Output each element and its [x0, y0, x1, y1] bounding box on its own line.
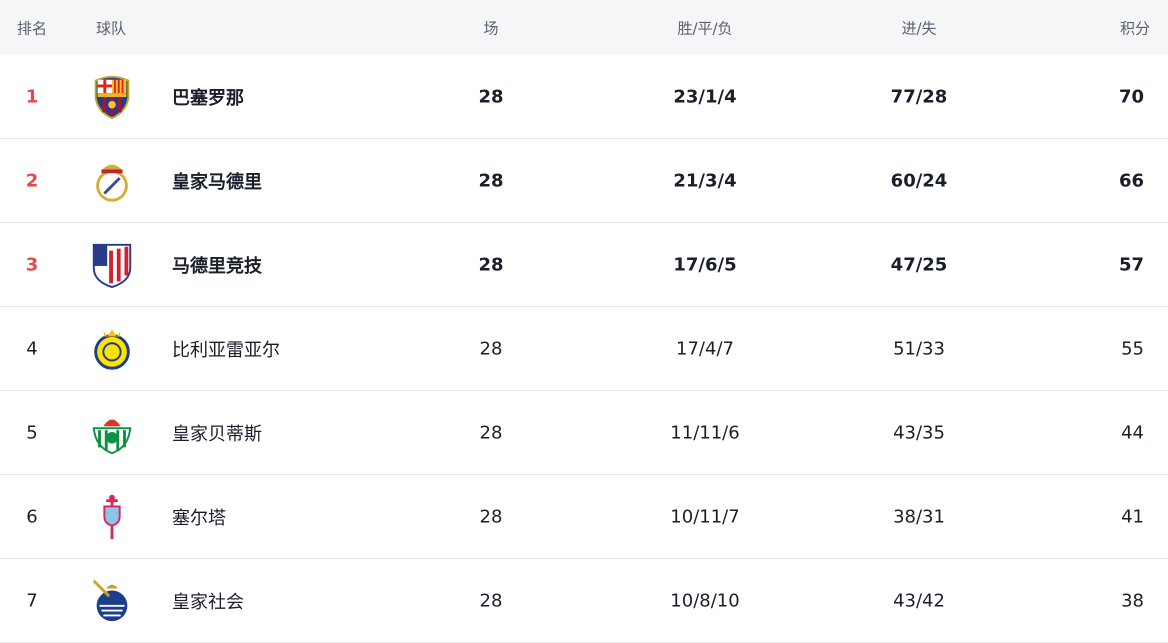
table-row[interactable]: 7 皇家社会 28 10/8/10 43/42 38 [0, 559, 1168, 643]
real-sociedad-crest-icon [92, 579, 128, 621]
celta-crest-icon [103, 494, 121, 539]
win-draw-loss: 10/8/10 [670, 590, 740, 611]
header-team: 球队 [96, 19, 127, 37]
table-row[interactable]: 1 巴塞罗那 28 23/1/4 77/28 70 [0, 55, 1168, 139]
betis-crest-icon [92, 419, 132, 454]
goals-for-against: 43/42 [893, 590, 945, 611]
win-draw-loss: 23/1/4 [673, 86, 737, 107]
table-row[interactable]: 6 塞尔塔 28 10/11/7 38/31 41 [0, 475, 1168, 559]
rank: 2 [25, 170, 39, 191]
header-rank: 排名 [16, 19, 48, 37]
table-row[interactable]: 3 马德里竞技 28 17/6/5 47/25 57 [0, 223, 1168, 307]
points: 55 [1121, 338, 1144, 359]
rank: 5 [26, 422, 38, 443]
header-played: 场 [483, 19, 499, 37]
points: 66 [1118, 170, 1144, 191]
points: 44 [1121, 422, 1144, 443]
table-row[interactable]: 2 皇家马德里 28 21/3/4 60/24 66 [0, 139, 1168, 223]
team-name[interactable]: 皇家马德里 [172, 171, 262, 193]
header-goals: 进/失 [901, 19, 937, 37]
goals-for-against: 77/28 [890, 86, 948, 107]
table-header: 排名 球队 场 胜/平/负 进/失 积分 [0, 0, 1168, 55]
rank: 7 [26, 590, 38, 611]
rank: 6 [26, 506, 38, 527]
table-row[interactable]: 4 比利亚雷亚尔 28 17/4/7 51/33 55 [0, 307, 1168, 391]
points: 57 [1118, 254, 1144, 275]
goals-for-against: 51/33 [893, 338, 945, 359]
win-draw-loss: 11/11/6 [670, 422, 740, 443]
team-name[interactable]: 巴塞罗那 [172, 87, 244, 109]
win-draw-loss: 17/6/5 [673, 254, 737, 275]
rank: 3 [25, 254, 39, 275]
header-wdl: 胜/平/负 [677, 19, 733, 37]
win-draw-loss: 21/3/4 [673, 170, 737, 191]
team-name[interactable]: 塞尔塔 [172, 507, 226, 529]
goals-for-against: 60/24 [890, 170, 948, 191]
played: 28 [478, 170, 504, 191]
table-row[interactable]: 5 皇家贝蒂斯 28 11/11/6 43/35 44 [0, 391, 1168, 475]
atletico-crest-icon [92, 243, 132, 288]
goals-for-against: 47/25 [890, 254, 948, 275]
played: 28 [479, 506, 503, 527]
win-draw-loss: 10/11/7 [670, 506, 740, 527]
points: 38 [1121, 590, 1144, 611]
villarreal-crest-icon [94, 329, 130, 370]
barcelona-crest-icon [94, 75, 130, 119]
played: 28 [479, 422, 503, 443]
rank: 4 [26, 338, 38, 359]
points: 41 [1121, 506, 1144, 527]
played: 28 [478, 254, 504, 275]
played: 28 [478, 86, 504, 107]
goals-for-against: 38/31 [893, 506, 945, 527]
header-points: 积分 [1119, 19, 1150, 37]
win-draw-loss: 17/4/7 [676, 338, 734, 359]
points: 70 [1118, 86, 1144, 107]
team-name[interactable]: 皇家贝蒂斯 [172, 423, 262, 445]
played: 28 [479, 338, 503, 359]
team-name[interactable]: 马德里竞技 [172, 255, 262, 277]
played: 28 [479, 590, 503, 611]
real-madrid-crest-icon [96, 164, 128, 202]
team-name[interactable]: 皇家社会 [172, 591, 244, 613]
rank: 1 [25, 86, 39, 107]
goals-for-against: 43/35 [893, 422, 945, 443]
team-name[interactable]: 比利亚雷亚尔 [172, 339, 280, 361]
